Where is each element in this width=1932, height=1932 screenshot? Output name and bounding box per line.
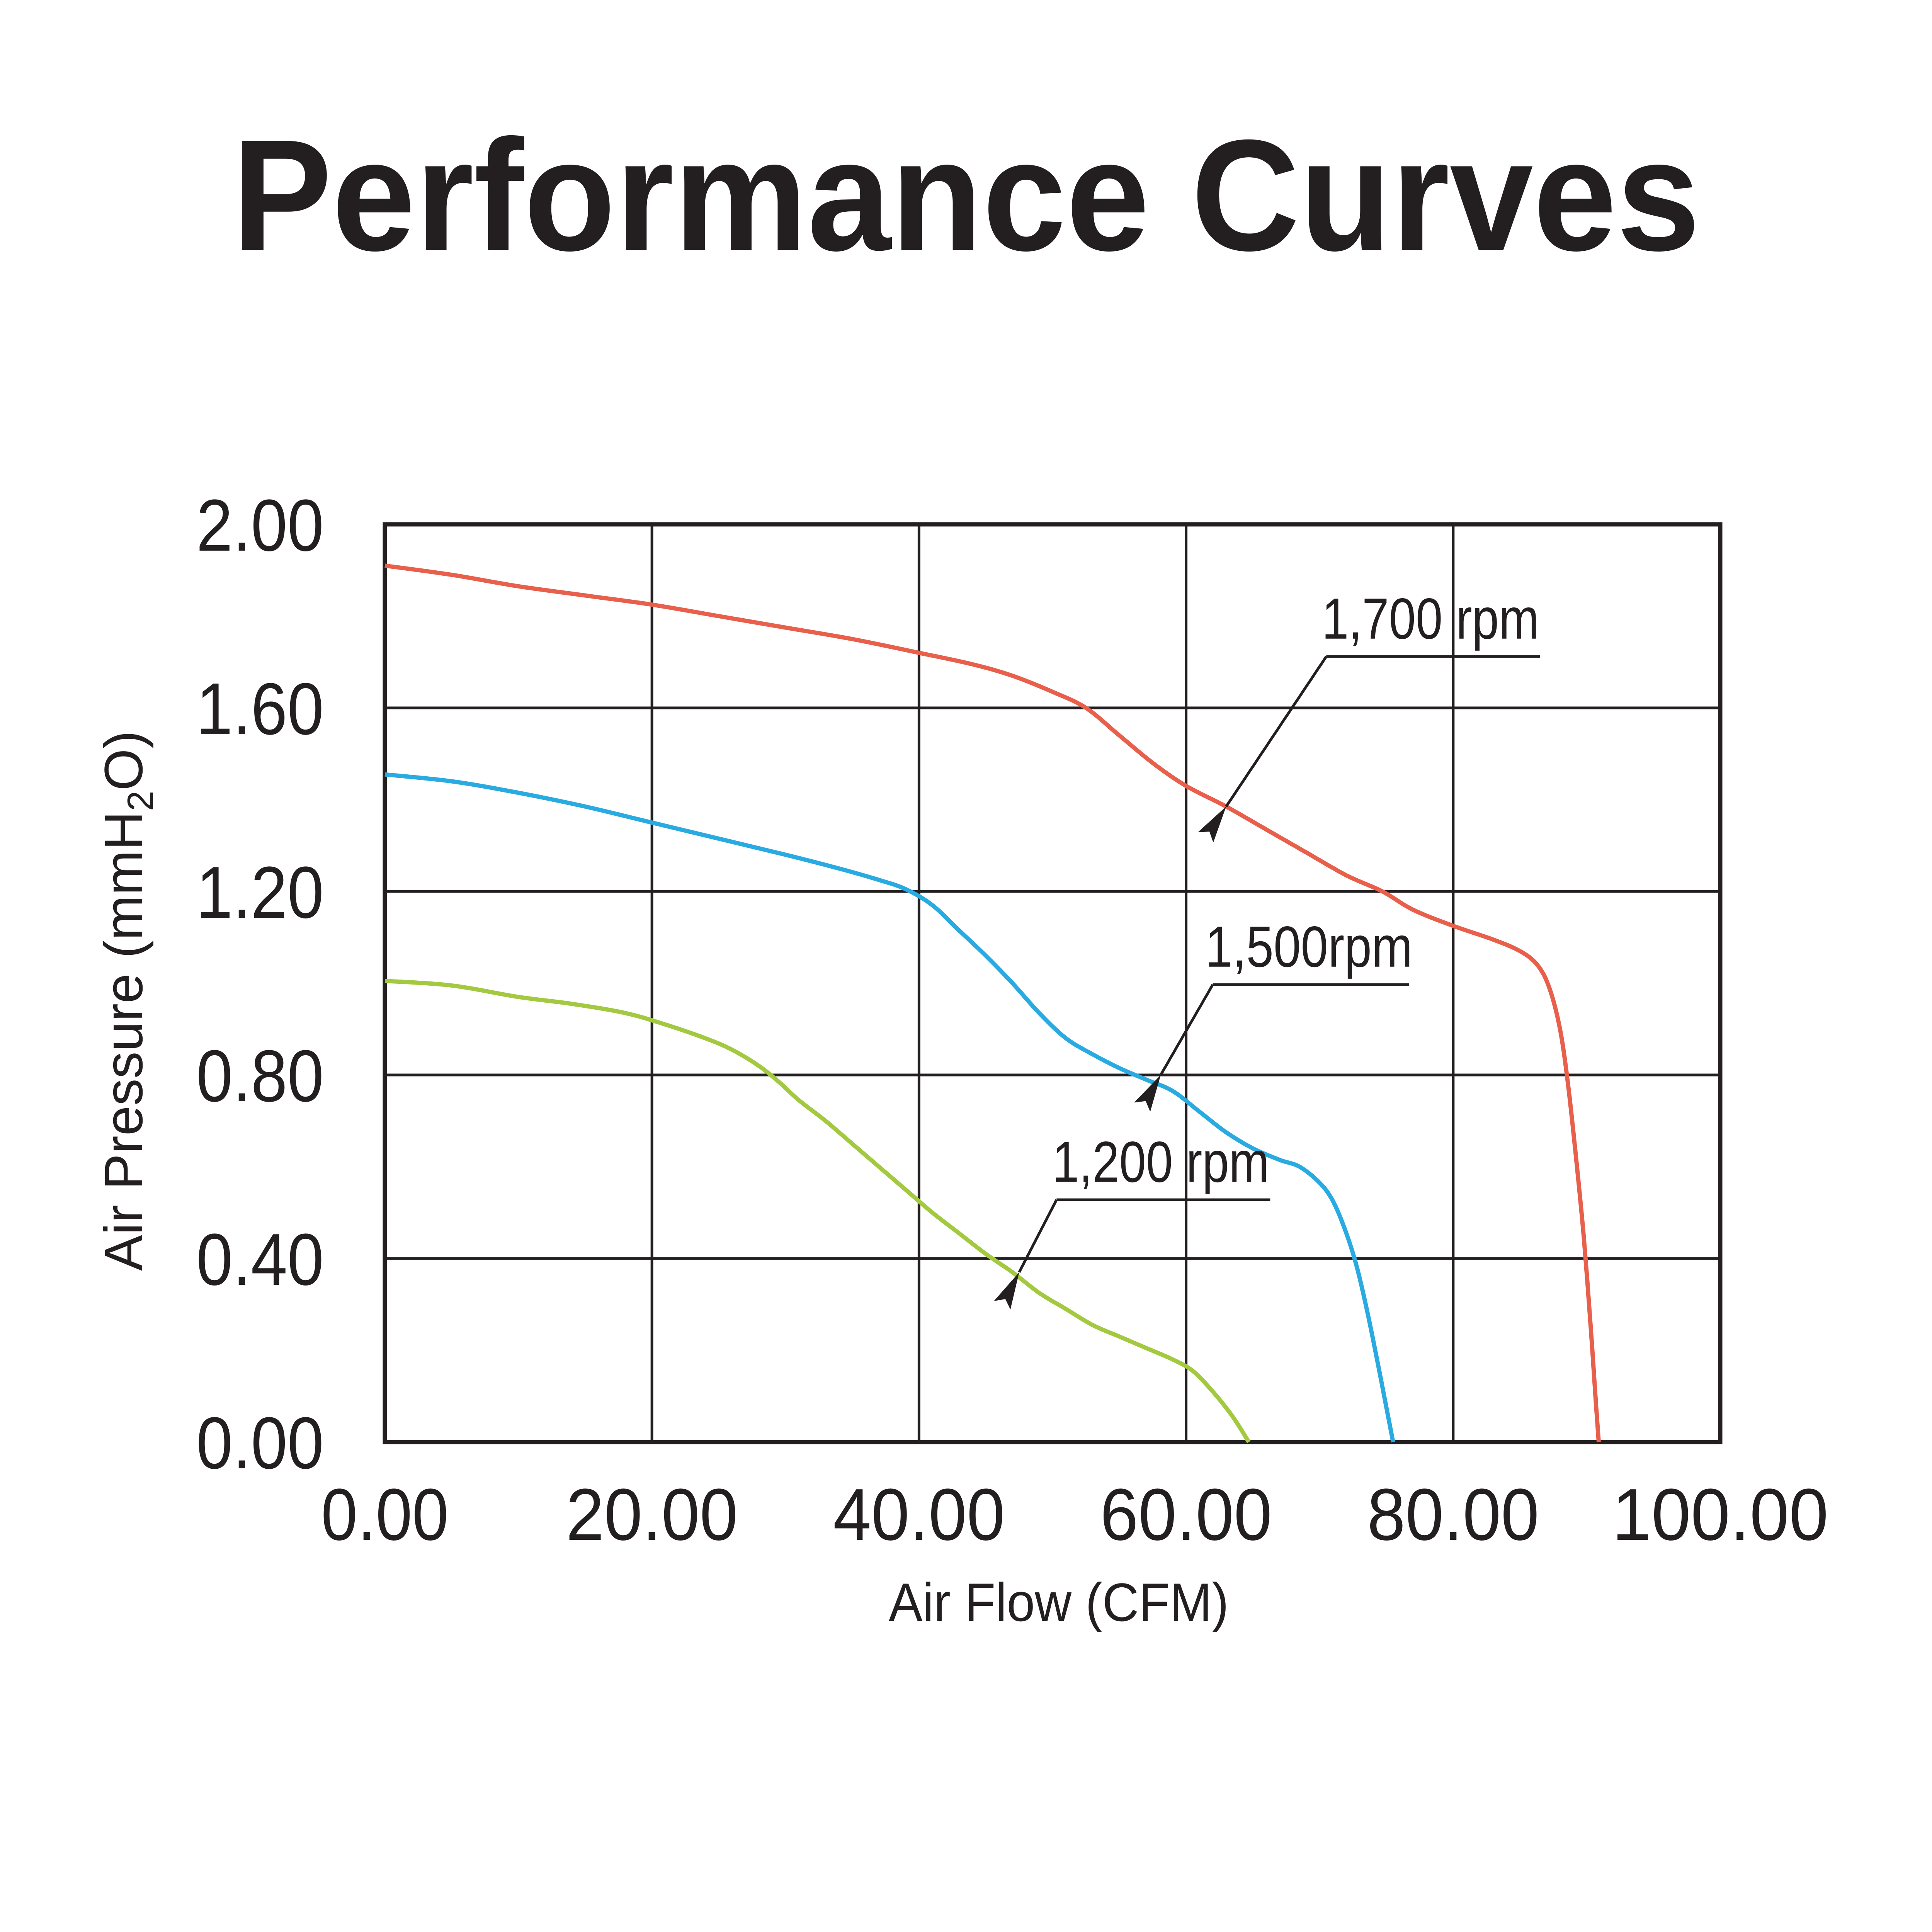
x-tick-label-40: 40.00 [833, 1474, 1005, 1556]
y-tick-label-1.6: 1.60 [196, 668, 324, 750]
x-axis-title: Air Flow (CFM) [889, 1572, 1229, 1633]
curve-1-500rpm [384, 772, 1395, 1443]
annotation-label: 1,200 rpm [1052, 1129, 1269, 1194]
x-tick-label-0: 0.00 [321, 1474, 449, 1556]
x-tick-label-60: 60.00 [1100, 1474, 1272, 1556]
chart-title: Performance Curves [232, 107, 1700, 284]
annotation-labels: 1,700 rpm 1,500rpm 1,200 rpm [1052, 586, 1539, 1194]
y-tick-label-0: 0.00 [196, 1402, 324, 1484]
annotation-arrow [1134, 984, 1214, 1112]
curve-1-200-rpm [384, 979, 1251, 1443]
annotation-leaders [994, 655, 1540, 1310]
y-axis-title-end: O) [93, 731, 154, 791]
plot-border [383, 522, 1723, 1444]
x-tick-label-100: 100.00 [1612, 1474, 1828, 1556]
y-axis-title-main: Air Pressure (mmH [93, 811, 154, 1271]
x-tick-label-80: 80.00 [1367, 1474, 1539, 1556]
y-axis-title-subscript: 2 [120, 791, 161, 811]
annotation-arrow [994, 1199, 1058, 1310]
curves [384, 563, 1601, 1443]
tick-labels: 0.00 20.00 40.00 60.00 80.00 100.00 0.00 0.40 0.… [196, 485, 1828, 1556]
y-tick-label-2: 2.00 [196, 485, 324, 566]
gridlines [385, 524, 1720, 1442]
annotation-label: 1,500rpm [1206, 914, 1413, 979]
y-axis-title: Air Pressure (mmH2O) [93, 731, 161, 1271]
y-tick-label-1.2: 1.20 [196, 852, 324, 934]
plot-area: 1,700 rpm 1,500rpm 1,200 rpm 0.00 20.00 40.0… [196, 485, 1828, 1556]
annotation-arrow [1198, 656, 1328, 843]
y-tick-label-0.8: 0.80 [196, 1035, 324, 1117]
annotation-label: 1,700 rpm [1322, 586, 1539, 651]
y-tick-label-0.4: 0.40 [196, 1219, 324, 1301]
x-tick-label-20: 20.00 [566, 1474, 738, 1556]
